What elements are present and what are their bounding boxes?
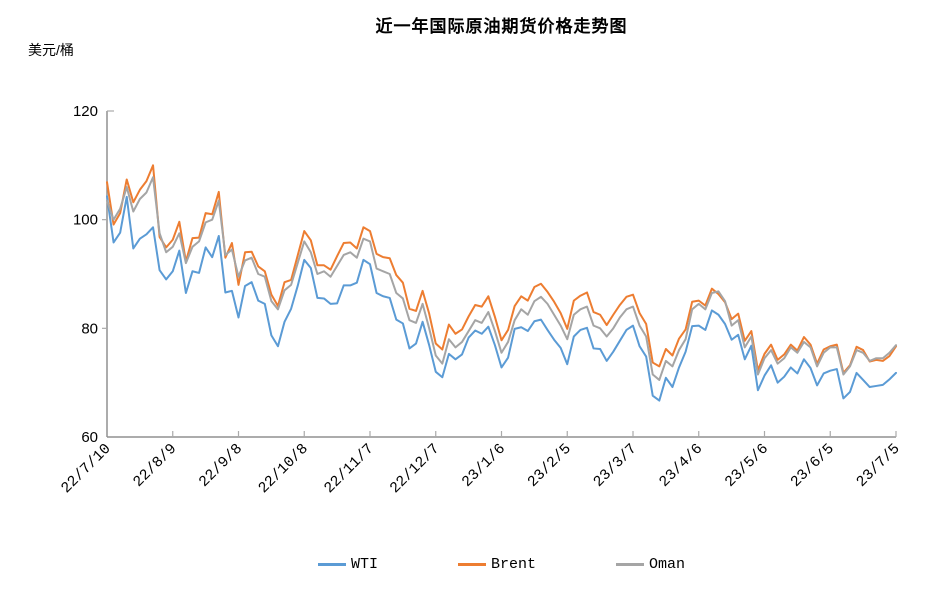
oman-line-swatch bbox=[616, 563, 644, 566]
x-tick-label: 23/2/5 bbox=[525, 441, 575, 491]
brent-line-swatch bbox=[457, 563, 486, 566]
y-axis-unit-label: 美元/桶 bbox=[28, 42, 74, 58]
series-line-oman bbox=[106, 176, 897, 381]
x-tick-label: 23/6/5 bbox=[788, 441, 838, 491]
legend: WTI Brent Oman bbox=[107, 556, 896, 573]
x-tick-label: 22/10/8 bbox=[255, 441, 312, 498]
y-tick-label: 60 bbox=[81, 429, 98, 446]
x-tick-label: 22/9/8 bbox=[196, 441, 246, 491]
y-tick-label: 100 bbox=[73, 212, 98, 229]
legend-item-wti: WTI bbox=[317, 556, 378, 573]
y-tick-label: 80 bbox=[81, 320, 98, 337]
series-line-wti bbox=[106, 195, 897, 402]
chart-title: 近一年国际原油期货价格走势图 bbox=[375, 17, 628, 36]
x-tick-label: 22/11/7 bbox=[321, 441, 378, 498]
legend-item-oman: Oman bbox=[616, 556, 685, 573]
x-tick-label: 23/4/6 bbox=[656, 441, 706, 491]
x-tick-label: 23/3/7 bbox=[590, 441, 640, 491]
wti-line-swatch bbox=[317, 563, 346, 566]
brent-legend-label: Brent bbox=[490, 556, 536, 573]
x-tick-label: 22/7/10 bbox=[58, 441, 115, 498]
x-tick-label: 22/8/9 bbox=[130, 441, 180, 491]
x-tick-label: 23/7/5 bbox=[853, 441, 903, 491]
x-tick-label: 23/5/6 bbox=[722, 441, 772, 491]
x-tick-label: 23/1/6 bbox=[459, 441, 509, 491]
wti-legend-label: WTI bbox=[350, 556, 378, 573]
x-tick-label: 22/12/7 bbox=[387, 441, 444, 498]
y-tick-label: 120 bbox=[73, 103, 98, 120]
oman-legend-label: Oman bbox=[649, 556, 686, 573]
series-line-brent bbox=[106, 164, 897, 374]
legend-item-brent: Brent bbox=[457, 556, 536, 573]
